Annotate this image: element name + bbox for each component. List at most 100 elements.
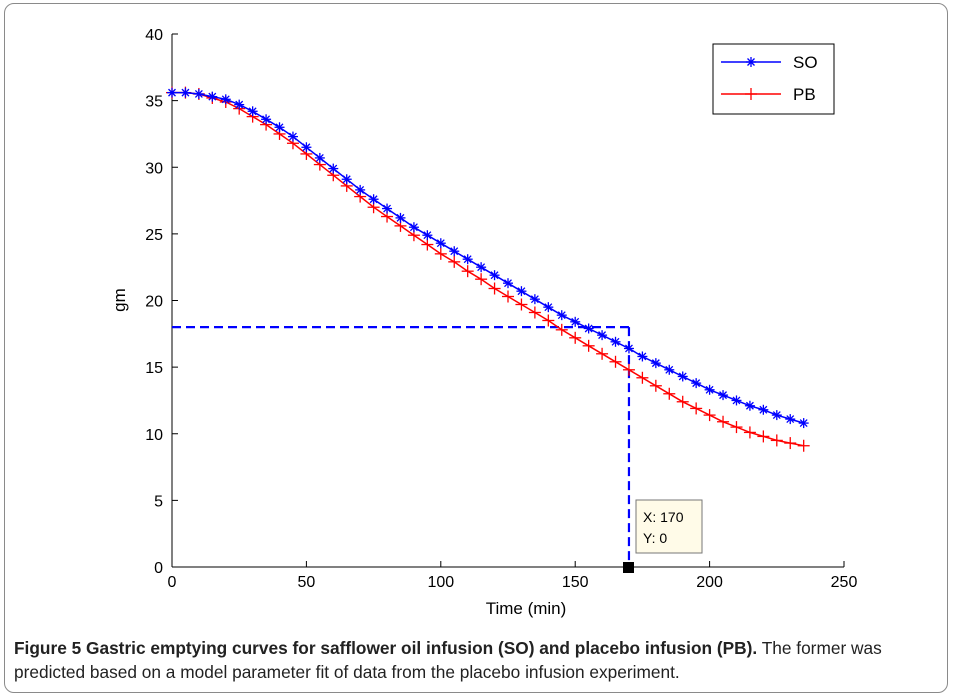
x-tick-label: 0	[168, 574, 177, 591]
x-tick-label: 200	[696, 574, 723, 591]
chart: 0 50 100 150 200 250 0 5 10 15 20 25 30 35 40 SO PB X:…	[110, 27, 858, 618]
series-pb-point	[784, 437, 797, 450]
y-tick-label: 15	[145, 360, 163, 377]
series-so-point	[583, 323, 594, 334]
legend-so-marker	[746, 57, 756, 67]
y-tick-label: 40	[145, 27, 163, 44]
series-so-point	[570, 316, 581, 327]
series-pb-point	[622, 363, 635, 376]
series-pb-point	[717, 415, 730, 428]
datatip-marker[interactable]	[623, 562, 634, 573]
series-pb-point	[555, 323, 568, 336]
series-pb-point	[421, 238, 434, 251]
series-so-point	[261, 114, 272, 125]
series-pb-point	[596, 347, 609, 360]
series-so-point	[167, 87, 177, 98]
y-tick-label: 35	[145, 94, 163, 111]
series-pb-point	[434, 247, 447, 260]
x-tick-label: 250	[831, 574, 858, 591]
series-pb-point	[743, 426, 756, 439]
y-axis-title: gm	[110, 288, 129, 312]
legend-label-so: SO	[793, 53, 818, 72]
figure-caption: Figure 5 Gastric emptying curves for saf…	[14, 636, 942, 684]
series-pb-point	[461, 265, 474, 278]
series-so-point	[718, 390, 729, 401]
series-pb-point	[797, 439, 810, 452]
legend-pb-marker	[745, 88, 757, 100]
series-pb-point	[542, 314, 555, 327]
series-so-line	[172, 91, 804, 424]
series-so-point	[677, 371, 688, 382]
datatip-y: Y: 0	[643, 530, 667, 546]
series-pb-point	[609, 355, 622, 368]
series-so-point	[516, 286, 527, 297]
legend-label-pb: PB	[793, 85, 816, 104]
series-pb-point	[475, 273, 488, 286]
series-so-point	[529, 294, 540, 305]
series-pb-point	[703, 409, 716, 422]
series-so-point	[435, 238, 446, 249]
series-so-point	[664, 364, 675, 375]
series-so-point	[314, 152, 325, 163]
series-so-point	[247, 106, 258, 117]
y-tick-label: 10	[145, 427, 163, 444]
legend-so-symbol	[746, 57, 756, 67]
series-so-point	[355, 184, 366, 195]
series-so-point	[382, 203, 393, 214]
legend-pb-symbol	[745, 88, 757, 100]
y-tick-label: 25	[145, 227, 163, 244]
series-so-point	[193, 88, 204, 99]
series-pb-point	[502, 290, 514, 303]
series-so-point	[704, 384, 715, 395]
series-so-point	[274, 122, 285, 133]
series-so-point	[731, 395, 742, 406]
series-so-point	[422, 230, 433, 241]
series-so-point	[220, 94, 231, 105]
legend-box	[712, 43, 835, 115]
series-pb-point	[448, 255, 461, 268]
series-pb-point	[676, 395, 689, 408]
series-so-point	[328, 163, 339, 174]
series-so-point	[301, 142, 312, 153]
annotation-lines	[172, 326, 631, 567]
figure-frame	[4, 3, 948, 693]
series-so-point	[476, 262, 487, 273]
series-so-point	[543, 302, 554, 313]
series-so-point	[771, 410, 782, 421]
series-so-point	[650, 358, 661, 369]
series-so-point	[610, 336, 621, 347]
series-so-point	[368, 194, 379, 205]
series-so-point	[597, 330, 608, 341]
series-so-point	[408, 222, 419, 233]
series-so-point	[395, 212, 406, 223]
series-layer	[166, 86, 810, 452]
series-pb-point	[488, 282, 501, 295]
series-so-point	[489, 270, 500, 281]
series-so-point	[798, 418, 809, 429]
series-so-point	[744, 400, 755, 411]
series-so-point	[691, 378, 702, 389]
series-pb-point	[528, 306, 541, 319]
y-tick-label: 0	[154, 560, 163, 577]
series-so-point	[449, 246, 460, 257]
caption-text: The former was predicted based on a mode…	[14, 638, 882, 682]
datatip: X: 170 Y: 0	[623, 499, 703, 573]
x-tick-label: 100	[427, 574, 454, 591]
series-so-point	[207, 91, 218, 102]
series-so-point	[503, 278, 513, 289]
series-so-point	[287, 131, 298, 142]
series-pb-point	[757, 430, 770, 443]
series-pb-point	[636, 371, 649, 384]
series-so-point	[623, 343, 634, 354]
series-so-point	[234, 99, 245, 110]
y-tick-label: 5	[154, 493, 163, 510]
series-pb-point	[690, 402, 703, 415]
series-pb-point	[663, 387, 676, 400]
caption-title: Figure 5 Gastric emptying curves for saf…	[14, 638, 758, 658]
x-axis-title: Time (min)	[486, 599, 567, 618]
legend: SO PB	[712, 43, 835, 115]
x-tick-label: 150	[562, 574, 589, 591]
series-pb-line	[172, 91, 804, 447]
series-pb-point	[515, 298, 528, 311]
series-pb-point	[730, 421, 743, 434]
